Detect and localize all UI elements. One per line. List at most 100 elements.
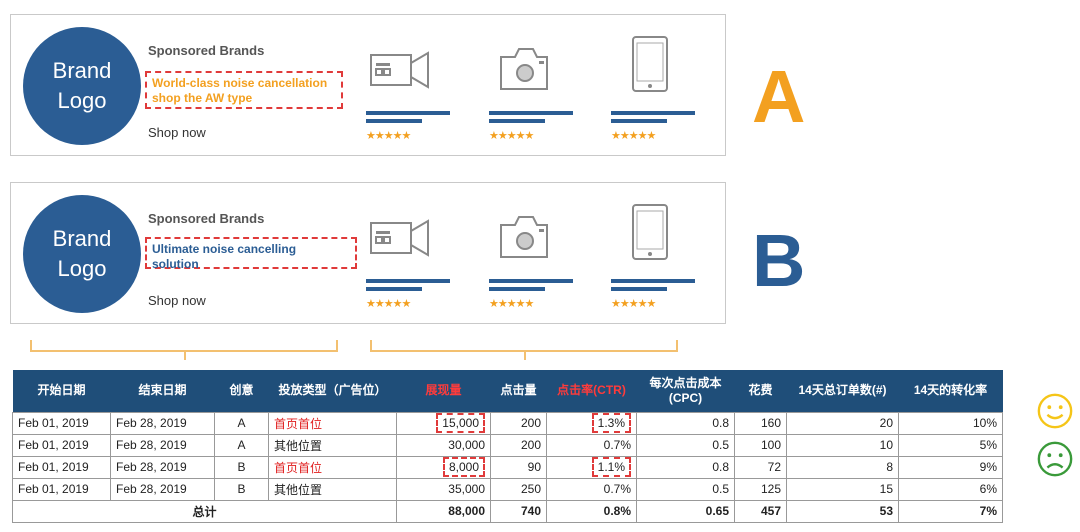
title-bar xyxy=(489,111,573,115)
product-camcorder[interactable]: ★★★★★ xyxy=(366,201,456,311)
col-spend: 花费 xyxy=(734,370,787,412)
cell-total-impressions: 88,000 xyxy=(396,499,491,523)
cell-placement: 其他位置 xyxy=(268,433,397,457)
col-creative: 创意 xyxy=(214,370,269,412)
cell-ctr: 1.3% xyxy=(546,411,637,435)
col-start-date: 开始日期 xyxy=(12,370,111,412)
logo-text-line2: Logo xyxy=(57,256,107,281)
logo-text-line1: Brand xyxy=(52,58,112,83)
title-bar xyxy=(366,279,450,283)
table-header-row: 开始日期 结束日期 创意 投放类型（广告位） 展现量 点击量 点击率(CTR) … xyxy=(12,370,1003,412)
col-orders: 14天总订单数(#) xyxy=(786,370,899,412)
subtitle-bar xyxy=(366,119,422,123)
cell-spend: 100 xyxy=(734,433,787,457)
rating-stars: ★★★★★ xyxy=(611,130,656,142)
headline-line1: Ultimate noise cancelling xyxy=(152,242,297,256)
cell-impressions: 35,000 xyxy=(396,477,491,501)
product-camera[interactable]: ★★★★★ xyxy=(489,33,579,143)
table-row: Feb 01, 2019 Feb 28, 2019 B 其他位置 35,000 … xyxy=(12,477,1003,501)
camcorder-icon xyxy=(370,219,429,257)
sponsored-label: Sponsored Brands xyxy=(148,43,265,58)
col-cpc: 每次点击成本 (CPC) xyxy=(636,370,735,412)
title-bar xyxy=(489,279,573,283)
shop-now-link[interactable]: Shop now xyxy=(148,125,206,140)
logo-text-line1: Brand xyxy=(52,226,112,251)
col-conversion-rate: 14天的转化率 xyxy=(898,370,1003,412)
headline-line1: World-class noise cancellation xyxy=(152,76,328,90)
bracket-tick xyxy=(184,350,186,360)
cell-start-date: Feb 01, 2019 xyxy=(12,411,111,435)
col-clicks: 点击量 xyxy=(490,370,547,412)
cell-clicks: 200 xyxy=(490,433,547,457)
cell-spend: 125 xyxy=(734,477,787,501)
cell-end-date: Feb 28, 2019 xyxy=(110,411,215,435)
title-bar xyxy=(611,279,695,283)
product-camera[interactable]: ★★★★★ xyxy=(489,201,579,311)
highlight-box: 1.3% xyxy=(591,413,631,433)
table-row: Feb 01, 2019 Feb 28, 2019 A 首页首位 15,000 … xyxy=(12,411,1003,435)
ad-variant-a: Brand Logo Sponsored Brands World-class n… xyxy=(10,14,726,156)
cell-placement: 首页首位 xyxy=(268,411,397,435)
col-placement: 投放类型（广告位） xyxy=(268,370,397,412)
rating-stars: ★★★★★ xyxy=(489,298,534,310)
ad-headline: Ultimate noise cancelling solution xyxy=(145,237,357,271)
product-tablet[interactable]: ★★★★★ xyxy=(611,33,701,143)
variant-label-a: A xyxy=(752,55,806,138)
variant-label-b: B xyxy=(752,219,806,302)
cell-orders: 15 xyxy=(786,477,899,501)
highlight-box: 1.1% xyxy=(591,457,631,477)
product-tablet[interactable]: ★★★★★ xyxy=(611,201,701,311)
cell-spend: 160 xyxy=(734,411,787,435)
cell-end-date: Feb 28, 2019 xyxy=(110,433,215,457)
ab-test-results-table: 开始日期 结束日期 创意 投放类型（广告位） 展现量 点击量 点击率(CTR) … xyxy=(12,370,1003,523)
cell-placement: 首页首位 xyxy=(268,455,397,479)
cell-creative: B xyxy=(214,455,269,479)
subtitle-bar xyxy=(489,287,545,291)
cell-conversion-rate: 5% xyxy=(898,433,1003,457)
cell-placement: 其他位置 xyxy=(268,477,397,501)
sponsored-label: Sponsored Brands xyxy=(148,211,265,226)
cell-start-date: Feb 01, 2019 xyxy=(12,433,111,457)
headline-line2: solution xyxy=(152,257,199,271)
product-camcorder[interactable]: ★★★★★ xyxy=(366,33,456,143)
happy-face-icon xyxy=(1037,393,1073,429)
table-row: Feb 01, 2019 Feb 28, 2019 B 首页首位 8,000 9… xyxy=(12,455,1003,479)
cell-ctr: 0.7% xyxy=(546,433,637,457)
col-end-date: 结束日期 xyxy=(110,370,215,412)
cell-impressions: 30,000 xyxy=(396,433,491,457)
cell-clicks: 250 xyxy=(490,477,547,501)
cell-cpc: 0.8 xyxy=(636,411,735,435)
table-row: Feb 01, 2019 Feb 28, 2019 A 其他位置 30,000 … xyxy=(12,433,1003,457)
cell-orders: 20 xyxy=(786,411,899,435)
subtitle-bar xyxy=(366,287,422,291)
subtitle-bar xyxy=(611,287,667,291)
brand-logo: Brand Logo xyxy=(23,195,141,313)
tablet-icon xyxy=(632,204,668,260)
cell-start-date: Feb 01, 2019 xyxy=(12,477,111,501)
cell-spend: 72 xyxy=(734,455,787,479)
shop-now-link[interactable]: Shop now xyxy=(148,293,206,308)
ad-variant-b: Brand Logo Sponsored Brands Ultimate nois… xyxy=(10,182,726,324)
col-ctr: 点击率(CTR) xyxy=(546,370,637,412)
subtitle-bar xyxy=(611,119,667,123)
cell-total-clicks: 740 xyxy=(490,499,547,523)
title-bar xyxy=(366,111,450,115)
headline-line2: shop the AW type xyxy=(152,91,253,105)
camera-icon xyxy=(500,216,548,258)
title-bar xyxy=(611,111,695,115)
cell-creative: B xyxy=(214,477,269,501)
highlight-box: 15,000 xyxy=(436,413,485,433)
logo-text-line2: Logo xyxy=(57,88,107,113)
cell-impressions: 8,000 xyxy=(396,455,491,479)
cell-clicks: 200 xyxy=(490,411,547,435)
cell-cpc: 0.8 xyxy=(636,455,735,479)
cell-ctr: 0.7% xyxy=(546,477,637,501)
rating-stars: ★★★★★ xyxy=(489,130,534,142)
camera-icon xyxy=(500,48,548,90)
camcorder-icon xyxy=(370,51,429,89)
table-total-row: 总计 88,000 740 0.8% 0.65 457 53 7% xyxy=(12,499,1003,523)
cell-total-spend: 457 xyxy=(734,499,787,523)
cell-creative: A xyxy=(214,411,269,435)
cell-end-date: Feb 28, 2019 xyxy=(110,477,215,501)
cell-conversion-rate: 10% xyxy=(898,411,1003,435)
